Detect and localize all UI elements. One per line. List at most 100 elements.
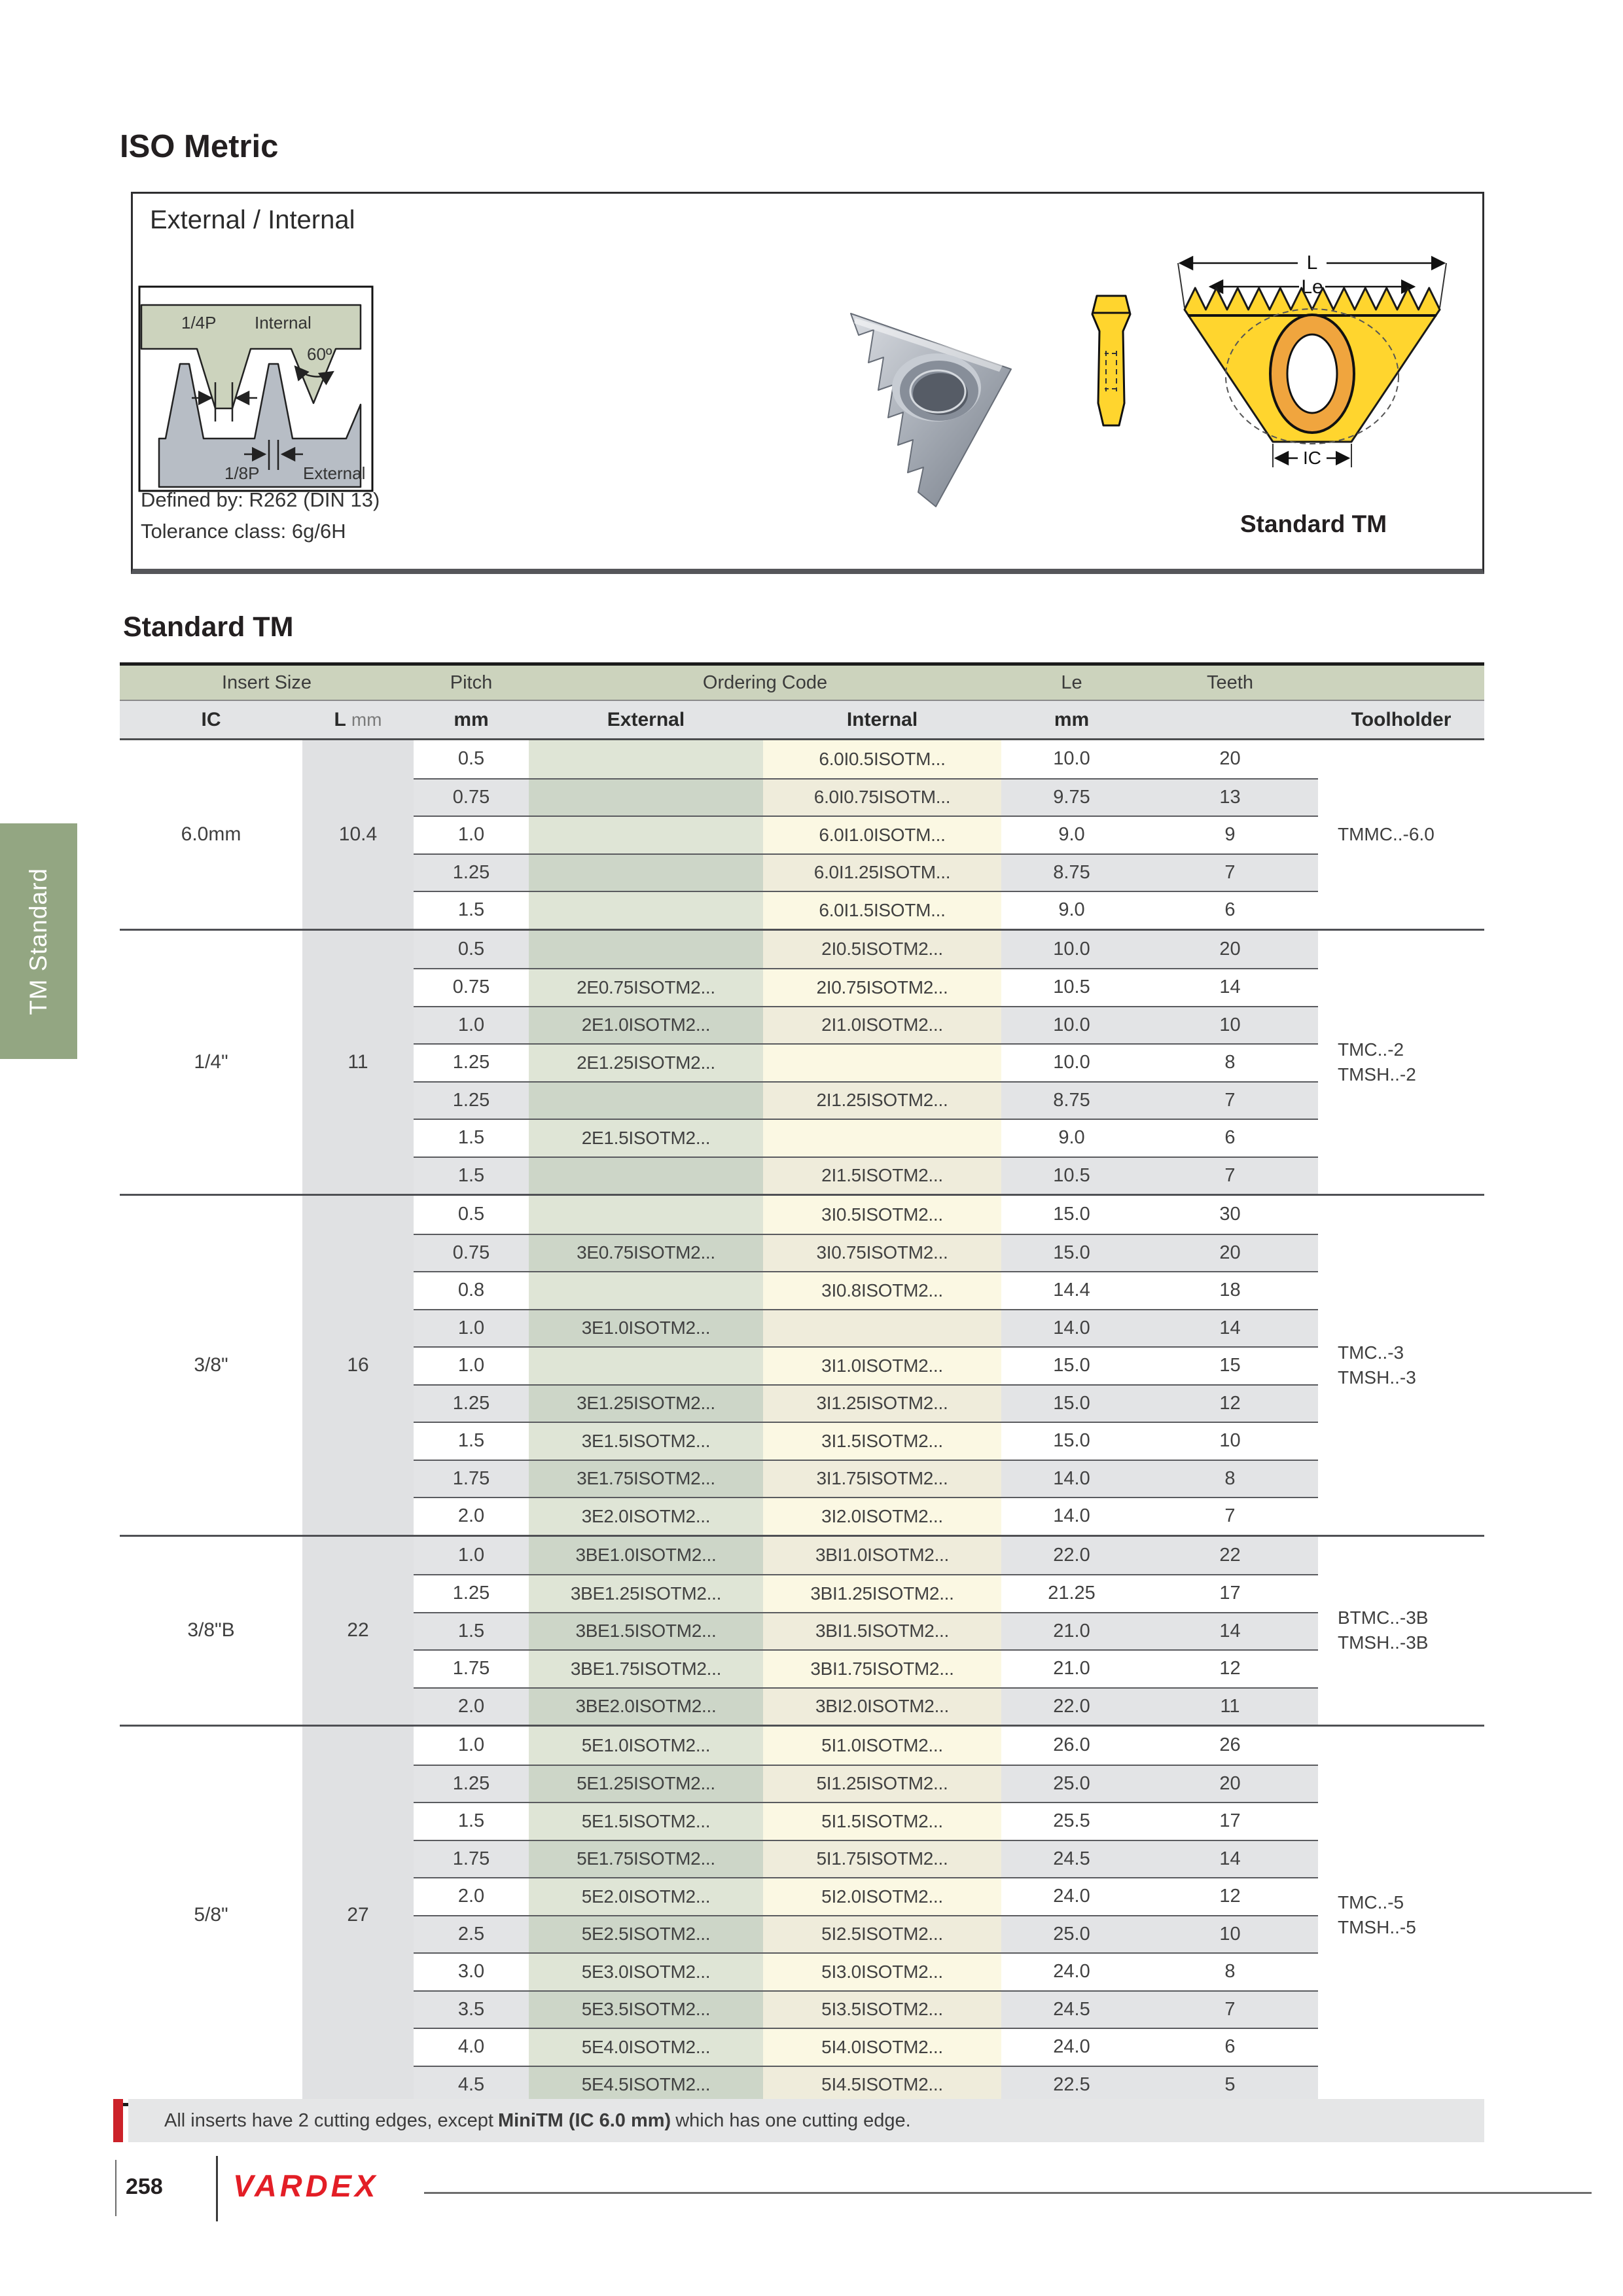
external-code-cell: 5E2.0ISOTM2... — [529, 1878, 763, 1915]
le-cell: 24.0 — [1053, 2036, 1090, 2058]
toolholder-cell: TMC..-5 TMSH..-5 — [1318, 1727, 1484, 2103]
external-code-cell: 2E0.75ISOTM2... — [529, 969, 763, 1006]
table-row: 1.5 5E1.5ISOTM2... 5I1.5ISOTM2... 25.5 17 — [414, 1802, 1318, 1840]
teeth-cell: 14 — [1142, 1840, 1318, 1877]
group-rows: 0.5 3I0.5ISOTM2... 15.0 30 0.75 3E0.75ISOTM2.… — [414, 1196, 1318, 1535]
teeth-cell: 14 — [1219, 977, 1241, 998]
teeth-cell: 20 — [1142, 1765, 1318, 1802]
toolholder-cell: TMMC..-6.0 — [1318, 740, 1484, 929]
external-code-cell — [529, 1157, 763, 1194]
toolholder-line: TMSH..-3 — [1338, 1367, 1416, 1388]
internal-code-cell: 3I1.75ISOTM2... — [763, 1460, 1001, 1497]
table-row: 1.0 3I1.0ISOTM2... 15.0 15 — [414, 1346, 1318, 1384]
table-row: 1.25 3BE1.25ISOTM2... 3BI1.25ISOTM2... 21.2… — [414, 1574, 1318, 1612]
pitch-cell: 0.75 — [452, 977, 490, 998]
teeth-cell: 22 — [1142, 1536, 1318, 1574]
teeth-cell: 8 — [1142, 1460, 1318, 1497]
teeth-cell: 10 — [1142, 1916, 1318, 1952]
table-row: 1.25 2E1.25ISOTM2... 10.0 8 — [414, 1043, 1318, 1081]
pitch-cell: 1.0 — [414, 1007, 529, 1043]
internal-code-cell: 5I3.5ISOTM2... — [763, 1991, 1001, 2028]
toolholder-line: TMC..-2 — [1338, 1039, 1404, 1060]
le-cell: 24.5 — [1001, 1991, 1142, 2028]
internal-code-cell: 5I1.0ISOTM2... — [763, 1727, 1001, 1765]
internal-code-cell: 3BI1.75ISOTM2... — [763, 1651, 1001, 1687]
table-row: 4.5 5E4.5ISOTM2... 5I4.5ISOTM2... 22.5 5 — [414, 2065, 1318, 2103]
table-row: 0.75 3E0.75ISOTM2... 3I0.75ISOTM2... 15.0 20 — [414, 1233, 1318, 1271]
page-title: ISO Metric — [120, 129, 279, 164]
internal-code-cell: 3I1.5ISOTM2... — [763, 1423, 1001, 1460]
toolholder-line: TMC..-5 — [1338, 1892, 1404, 1912]
note-bar: All inserts have 2 cutting edges, except… — [128, 2099, 1484, 2142]
le-cell: 22.5 — [1001, 2066, 1142, 2103]
pitch-cell: 0.75 — [414, 779, 529, 816]
teeth-cell: 11 — [1142, 1688, 1318, 1725]
external-code-cell: 3BE1.0ISOTM2... — [529, 1536, 763, 1574]
toolholder-cell: TMC..-2 TMSH..-2 — [1318, 931, 1484, 1194]
le-cell: 26.0 — [1053, 1734, 1090, 1756]
le-cell: 10.0 — [1001, 930, 1142, 968]
le-cell: 9.0 — [1058, 899, 1085, 921]
teeth-cell: 7 — [1142, 1082, 1318, 1119]
pitch-cell: 1.75 — [452, 1658, 490, 1679]
table-row: 1.0 3E1.0ISOTM2... 14.0 14 — [414, 1308, 1318, 1346]
toolholder-line: TMSH..-3B — [1338, 1632, 1429, 1653]
header-l: L — [334, 708, 346, 730]
internal-code-cell: 3I0.8ISOTM2... — [763, 1272, 1001, 1309]
external-code-cell: 3BE1.75ISOTM2... — [529, 1651, 763, 1687]
table-row: 1.75 3BE1.75ISOTM2... 3BI1.75ISOTM2... 21.0… — [414, 1649, 1318, 1687]
pitch-cell: 1.25 — [452, 1052, 490, 1073]
external-code-cell — [529, 1082, 763, 1119]
external-internal-box: External / Internal 1/4P Internal 60º — [131, 192, 1484, 574]
insert-size-cell: 6.0mm — [181, 823, 241, 845]
external-code-cell: 5E4.5ISOTM2... — [529, 2066, 763, 2103]
internal-code-cell: 6.0I1.25ISOTM... — [763, 854, 1001, 891]
teeth-cell: 7 — [1224, 1505, 1236, 1527]
table-row: 0.5 3I0.5ISOTM2... 15.0 30 — [414, 1196, 1318, 1234]
teeth-cell: 12 — [1219, 1886, 1241, 1907]
teeth-cell: 17 — [1219, 1810, 1241, 1832]
internal-code-cell: 6.0I1.0ISOTM... — [763, 817, 1001, 853]
external-code-cell: 3E1.0ISOTM2... — [529, 1310, 763, 1346]
pitch-cell: 1.5 — [457, 1127, 485, 1149]
insert-size-cell: 3/8" — [194, 1354, 228, 1376]
header-toolholder: Toolholder — [1351, 708, 1452, 730]
teeth-cell: 6 — [1224, 2036, 1236, 2058]
internal-code-cell: 3BI1.25ISOTM2... — [763, 1575, 1001, 1612]
internal-code-cell: 2I0.75ISOTM2... — [763, 969, 1001, 1006]
pitch-cell: 1.25 — [414, 1385, 529, 1422]
teeth-cell: 20 — [1219, 748, 1241, 770]
table-row: 1.5 6.0I1.5ISOTM... 9.0 6 — [414, 891, 1318, 929]
pitch-cell: 4.0 — [457, 2036, 485, 2058]
teeth-cell: 9 — [1224, 824, 1236, 846]
external-code-cell — [529, 740, 763, 778]
teeth-cell: 8 — [1224, 1961, 1236, 1982]
external-code-cell: 3BE1.5ISOTM2... — [529, 1613, 763, 1649]
table-header-groups: Insert Size Pitch Ordering Code Le Teeth — [120, 666, 1484, 701]
insert-side-view — [1091, 295, 1132, 427]
pitch-cell: 1.0 — [457, 824, 485, 846]
teeth-cell: 10 — [1219, 1430, 1241, 1452]
pitch-cell: 0.5 — [457, 748, 485, 770]
teeth-cell: 12 — [1219, 1658, 1241, 1679]
table-row: 1.25 5E1.25ISOTM2... 5I1.25ISOTM2... 25.0 20 — [414, 1764, 1318, 1802]
internal-code-cell: 3I0.5ISOTM2... — [763, 1196, 1001, 1234]
footer-divider-logo — [216, 2156, 218, 2221]
table-row: 1.75 3E1.75ISOTM2... 3I1.75ISOTM2... 14.0 8 — [414, 1459, 1318, 1497]
external-code-cell: 5E1.75ISOTM2... — [529, 1840, 763, 1877]
note-text-suffix: which has one cutting edge. — [675, 2109, 911, 2131]
le-cell: 22.0 — [1001, 1536, 1142, 1574]
external-code-cell: 2E1.5ISOTM2... — [529, 1120, 763, 1157]
teeth-cell: 10 — [1142, 1007, 1318, 1043]
header-le: Le — [1061, 672, 1082, 693]
teeth-cell: 7 — [1142, 1991, 1318, 2028]
header-external: External — [607, 708, 685, 730]
table-row: 0.5 6.0I0.5ISOTM... 10.0 20 — [414, 740, 1318, 778]
internal-code-cell — [763, 1120, 1001, 1157]
external-code-cell: 3E0.75ISOTM2... — [529, 1234, 763, 1271]
le-cell: 10.0 — [1053, 1052, 1090, 1073]
teeth-cell: 6 — [1224, 899, 1236, 921]
group-rows: 0.5 6.0I0.5ISOTM... 10.0 20 0.75 6.0I0.75ISOT… — [414, 740, 1318, 929]
pitch-cell: 1.25 — [452, 1583, 490, 1604]
